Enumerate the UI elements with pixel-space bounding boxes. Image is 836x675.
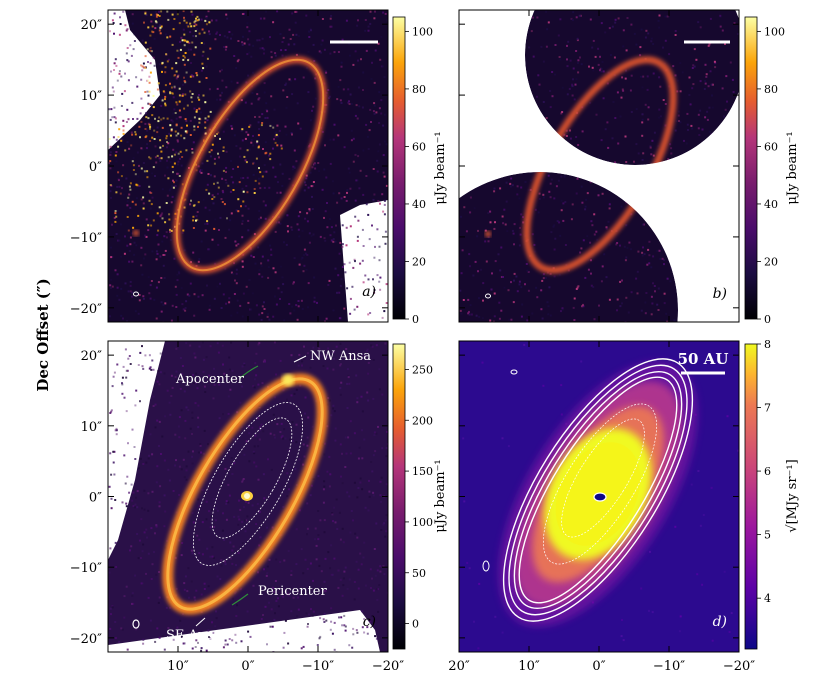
panel-c-peri-arc: [231, 593, 249, 606]
panel-c-beam: [132, 619, 140, 629]
cbar-tick-label: 60: [412, 140, 426, 153]
panel-c-annot-nw: NW Ansa: [310, 349, 371, 364]
panel-d-beam: [482, 560, 490, 572]
x-tick-label: −20″: [372, 659, 404, 674]
cbar-tick-label: 80: [412, 83, 426, 96]
cbar-tick-label: 150: [412, 465, 433, 478]
cbar-tick-label: 60: [764, 140, 778, 153]
panel-c-apo-arc: [239, 365, 259, 379]
panel-d-label: d): [713, 614, 727, 630]
cbar-tick-label: 6: [764, 465, 771, 478]
y-tick-label: −20″: [70, 632, 102, 647]
cbar-tick-label: 80: [764, 83, 778, 96]
y-tick-label: 20″: [81, 349, 103, 364]
cbar-tick-label: 200: [412, 414, 433, 427]
panel-c-annot-se: SE Ansa: [166, 628, 221, 643]
panel-c-orbit-outer: [192, 402, 304, 566]
panel-b-cbar-label: μJy beam⁻¹: [785, 131, 800, 204]
cbar-tick-label: 8: [764, 338, 771, 351]
cbar-tick-label: 100: [412, 25, 433, 38]
x-tick-label: 10″: [167, 659, 189, 674]
panel-a: a) 0 20 40 60 80 100 μJy beam⁻¹: [107, 9, 448, 326]
panel-b-lower-region: [459, 172, 678, 322]
y-axis-label: Dec Offset (″): [34, 278, 52, 391]
panel-c-annot-peri: Pericenter: [258, 584, 327, 599]
panel-b-upper-region: [525, 10, 739, 165]
cbar-tick-label: 20: [412, 255, 426, 268]
cbar-tick-label: 40: [412, 198, 426, 211]
panel-c-label: c): [363, 614, 376, 630]
panel-b: b) 0 20 40 60 80 100 μJy beam⁻¹: [458, 9, 800, 326]
panel-a-colorbar: 0 20 40 60 80 100 μJy beam⁻¹: [392, 16, 448, 326]
y-tick-label: 0″: [89, 160, 102, 175]
panel-d-colorbar: 4 5 6 7 8 √[MJy sr⁻¹]: [744, 338, 800, 650]
panel-c-nw-pointer: [293, 355, 307, 363]
panel-d-star: [593, 492, 607, 502]
panel-a-noise: [108, 10, 388, 322]
x-tick-label: −10″: [653, 659, 685, 674]
panel-c-annot-apo: Apocenter: [175, 372, 245, 387]
panel-c-orbit-inner: [211, 417, 293, 539]
panel-b-label: b): [713, 286, 727, 302]
panel-c: NW Ansa Apocenter Pericenter SE Ansa c) …: [107, 340, 448, 653]
panel-b-beam: [485, 293, 491, 299]
cbar-tick-label: 100: [764, 25, 785, 38]
y-tick-label: −10″: [70, 561, 102, 576]
y-tick-label: 10″: [81, 89, 103, 104]
x-tick-label: −10″: [302, 659, 334, 674]
panel-a-beam: [133, 291, 139, 297]
cbar-tick-label: 40: [764, 198, 778, 211]
x-tick-label: −20″: [723, 659, 755, 674]
y-tick-label: −10″: [70, 231, 102, 246]
panel-c-se-pointer: [195, 617, 206, 627]
cbar-tick-label: 100: [412, 516, 433, 529]
cbar-tick-label: 250: [412, 363, 433, 376]
x-tick-label: 10″: [518, 659, 540, 674]
y-tick-label: 0″: [89, 491, 102, 506]
panel-a-cbar-label: μJy beam⁻¹: [433, 131, 448, 204]
panel-d-contours: [502, 358, 694, 622]
panel-b-colorbar: 0 20 40 60 80 100 μJy beam⁻¹: [744, 16, 800, 326]
cbar-tick-label: 0: [412, 618, 419, 631]
cbar-tick-label: 20: [764, 255, 778, 268]
panel-d: 50 AU d) 4 5 6 7 8 √[MJy sr⁻¹]: [458, 338, 800, 653]
cbar-tick-label: 5: [764, 529, 771, 542]
cbar-tick-label: 0: [764, 313, 771, 326]
y-tick-label: −20″: [70, 302, 102, 317]
panel-a-label: a): [362, 284, 376, 300]
y-tick-label: 20″: [81, 18, 103, 33]
x-tick-label: 0″: [241, 659, 254, 674]
panel-c-cbar-label: μJy beam⁻¹: [433, 459, 448, 532]
cbar-tick-label: 0: [412, 313, 419, 326]
axes: 20″ 10″ 0″ −10″ −20″ 20″ 10″ 0″ −10″ −20″ 10″ 0″ −10…: [70, 10, 755, 674]
cbar-tick-label: 50: [412, 567, 426, 580]
x-tick-label: 20″: [448, 659, 470, 674]
cbar-tick-label: 7: [764, 402, 771, 415]
panel-d-scale-label: 50 AU: [678, 350, 729, 368]
panel-d-cbar-label: √[MJy sr⁻¹]: [785, 459, 800, 532]
cbar-tick-label: 4: [764, 592, 771, 605]
panel-c-noise: [108, 341, 388, 652]
x-tick-label: 0″: [592, 659, 605, 674]
panel-c-colorbar: 0 50 100 150 200 250 μJy beam⁻¹: [392, 343, 448, 650]
y-tick-label: 10″: [81, 420, 103, 435]
